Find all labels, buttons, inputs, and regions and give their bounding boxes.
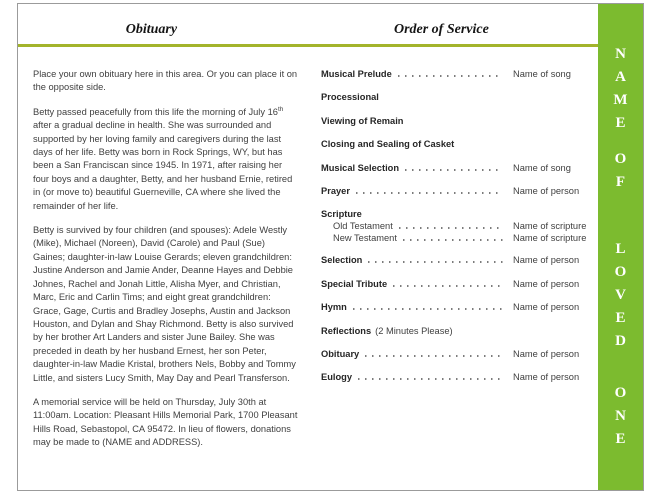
service-row-reflections: Reflections (2 Minutes Please) [321,325,599,337]
sidebar-letter: N [615,46,626,62]
obituary-paragraph-life-text: Betty passed peacefully from this life t… [33,106,278,117]
service-value: Name of scripture [513,233,587,244]
order-of-service-header-cell: Order of Service [285,22,598,38]
page-header: Obituary Order of Service [18,22,598,38]
service-row-selection: Selection Name of person [321,254,599,266]
service-row-obituary: Obituary Name of person [321,348,599,360]
service-row-eulogy: Eulogy Name of person [321,371,599,383]
service-row-scripture: Scripture [321,208,599,220]
service-label: Eulogy [321,372,352,383]
service-row-closing-casket: Closing and Sealing of Casket [321,138,599,150]
obituary-paragraph-service-info: A memorial service will be held on Thurs… [33,396,298,448]
service-value: Name of person [513,372,580,383]
service-label: Musical Selection [321,162,400,173]
dotted-leader [397,75,503,77]
header-divider-rule [18,44,598,47]
name-of-loved-one-banner: N A M E O F L O V E D O N E [598,4,643,490]
order-of-service-title: Order of Service [393,22,489,37]
service-note: (2 Minutes Please) [375,325,453,336]
service-value: Name of person [513,255,580,266]
service-label: Musical Prelude [321,69,392,79]
obituary-column: Place your own obituary here in this are… [33,68,299,461]
service-label: Selection [321,255,363,266]
service-row-scripture-group: Scripture Old Testament Name of scriptur… [321,208,599,244]
service-subrow-new-testament: New Testament Name of scripture [333,232,599,244]
dotted-leader [358,378,503,381]
service-value: Name of person [513,302,580,313]
service-label: Reflections [321,325,372,336]
sidebar-letter: F [615,174,626,190]
service-value: Name of song [513,162,571,173]
service-subrow-old-testament: Old Testament Name of scripture [333,220,599,232]
sidebar-letter: D [615,333,626,349]
sidebar-letter: E [615,310,626,326]
sidebar-letter: O [614,385,627,401]
dotted-leader [402,239,503,242]
dotted-leader [365,354,503,357]
sidebar-letter: O [614,264,627,280]
service-row-prayer: Prayer Name of person [321,185,599,197]
service-label: Special Tribute [321,278,388,289]
service-row-hymn: Hymn Name of person [321,301,599,313]
dotted-leader [355,191,503,194]
service-row-viewing: Viewing of Remain [321,115,599,127]
service-value: Name of person [513,278,580,289]
service-label: Prayer [321,185,350,196]
service-row-special-tribute: Special Tribute Name of person [321,278,599,290]
service-sublabel: New Testament [333,233,397,244]
sidebar-letter: L [615,241,626,257]
service-row-processional: Processional [321,91,599,103]
sidebar-letter: M [613,92,628,108]
sidebar-letter: E [615,431,626,447]
program-page: Obituary Order of Service Place your own… [17,3,644,491]
service-label: Processional [321,92,379,103]
obituary-paragraph-life: Betty passed peacefully from this life t… [33,106,299,213]
dotted-leader [393,284,503,287]
date-ordinal-superscript: th [277,105,284,113]
service-label: Viewing of Remain [321,115,404,126]
sidebar-letter: V [615,287,626,303]
sidebar-letter: E [615,115,626,131]
service-value: Name of person [513,348,580,359]
sidebar-letter: A [615,69,626,85]
obituary-placeholder-paragraph: Place your own obituary here in this are… [33,69,298,93]
service-value: Name of song [513,69,571,79]
order-of-service-list: Musical Prelude Name of song Processiona… [321,68,599,395]
service-label: Hymn [321,302,347,313]
dotted-leader [352,308,503,311]
sidebar-letter: N [615,408,626,424]
obituary-paragraph-life-continued: after a gradual decline in health. She w… [33,120,293,211]
obituary-paragraph-survivors: Betty is survived by four children (and … [33,225,296,383]
service-row-musical-prelude: Musical Prelude Name of song [321,68,599,80]
service-label: Scripture [321,209,362,220]
service-value: Name of scripture [513,221,587,232]
service-label: Obituary [321,348,360,359]
service-row-musical-selection: Musical Selection Name of song [321,162,599,174]
obituary-header-cell: Obituary [18,22,285,38]
service-value: Name of person [513,185,580,196]
dotted-leader [398,227,503,230]
dotted-leader [368,261,503,264]
sidebar-letter: O [614,151,627,167]
service-sublabel: Old Testament [333,221,393,232]
obituary-title: Obituary [125,22,178,37]
dotted-leader [405,168,503,171]
service-label: Closing and Sealing of Casket [321,139,455,150]
